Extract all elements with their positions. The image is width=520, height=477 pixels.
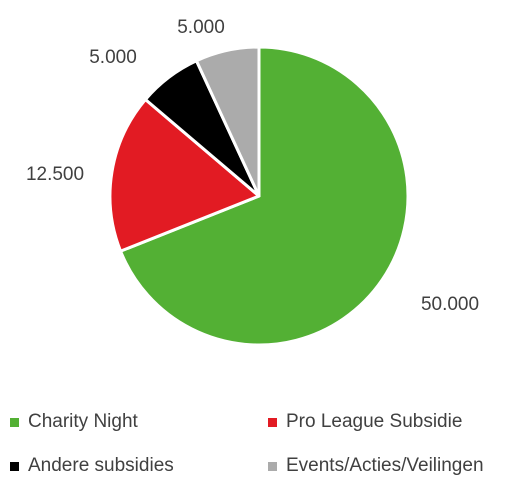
legend-item-events-acties-veilingen: Events/Acties/Veilingen — [268, 455, 484, 477]
legend-swatch — [10, 417, 19, 427]
legend-label: Events/Acties/Veilingen — [286, 455, 484, 476]
legend-label: Charity Night — [28, 411, 138, 432]
data-label: 12.500 — [26, 164, 84, 185]
chart-legend: Charity Night Pro League Subsidie Andere… — [0, 405, 520, 477]
legend-swatch — [268, 417, 277, 427]
legend-item-andere-subsidies: Andere subsidies — [10, 455, 174, 477]
data-label: 5.000 — [89, 47, 137, 68]
pie-slices — [108, 45, 410, 347]
legend-item-pro-league-subsidie: Pro League Subsidie — [268, 411, 462, 433]
pie-slice-events-acties-veilingen — [194, 45, 261, 198]
data-label: 5.000 — [177, 17, 225, 38]
data-label: 50.000 — [421, 294, 479, 315]
pie-slice-charity-night — [119, 45, 410, 347]
pie-slice-pro-league-subsidie — [108, 98, 261, 253]
legend-swatch — [10, 461, 19, 471]
legend-swatch — [268, 461, 277, 471]
legend-item-charity-night: Charity Night — [10, 411, 138, 433]
legend-label: Andere subsidies — [28, 455, 174, 476]
legend-label: Pro League Subsidie — [286, 411, 463, 432]
